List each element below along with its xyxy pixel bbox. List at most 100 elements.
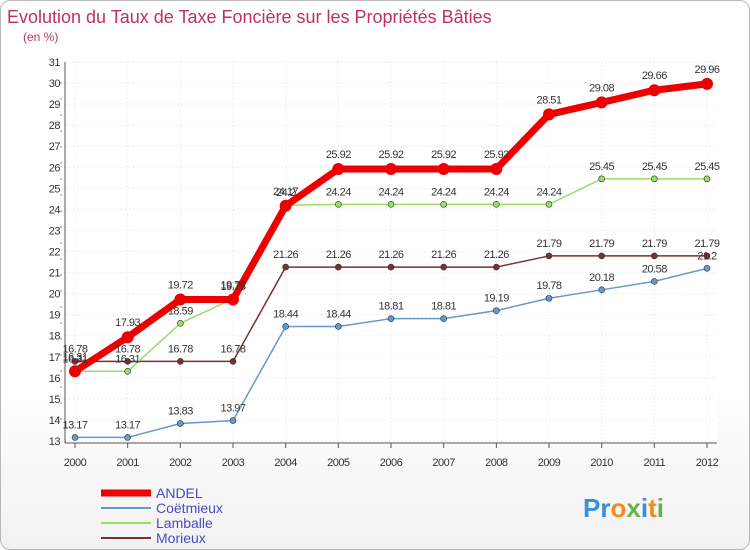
data-label-andel: 19.72 — [168, 280, 193, 292]
x-tick-label: 2003 — [222, 457, 245, 469]
data-label-co-tmieux: 18.44 — [326, 308, 351, 320]
logo-letter: o — [610, 493, 626, 523]
data-point-lamballe — [335, 201, 342, 208]
data-label-morieux: 16.78 — [62, 343, 87, 355]
data-point-andel — [437, 162, 450, 175]
data-label-andel: 25.92 — [431, 149, 456, 161]
y-tick-label: 17 — [49, 352, 61, 364]
y-tick-label: 23 — [49, 225, 61, 237]
data-label-lamballe: 25.45 — [589, 161, 614, 173]
legend-label-andel: ANDEL — [156, 485, 203, 501]
chart-title: Evolution du Taux de Taxe Foncière sur l… — [7, 7, 492, 27]
data-label-lamballe: 16.31 — [62, 353, 87, 365]
legend-label-co-tmieux: Coëtmieux — [156, 500, 223, 516]
data-label-co-tmieux: 13.83 — [168, 406, 193, 418]
legend-label-morieux: Morieux — [156, 530, 206, 546]
x-tick-label: 2002 — [169, 457, 192, 469]
x-tick-label: 2011 — [644, 457, 666, 469]
data-label-co-tmieux: 19.78 — [536, 280, 561, 292]
y-tick-label: 18 — [49, 331, 61, 343]
proxiti-logo: Proxiti — [583, 493, 664, 523]
data-label-lamballe: 24.2 — [276, 187, 296, 199]
data-label-morieux: 21.26 — [431, 249, 456, 261]
data-point-andel — [595, 96, 608, 109]
data-label-andel: 17.93 — [115, 317, 140, 329]
x-tick-label: 2012 — [696, 457, 719, 469]
data-point-co-tmieux — [124, 434, 131, 441]
y-tick-label: 31 — [49, 57, 61, 69]
data-label-co-tmieux: 18.44 — [273, 308, 298, 320]
data-point-andel — [174, 293, 187, 306]
y-tick-label: 28 — [49, 120, 61, 132]
data-label-morieux: 21.79 — [694, 238, 719, 250]
data-point-morieux — [651, 252, 658, 260]
series-lines — [69, 77, 713, 441]
grid — [65, 61, 717, 442]
data-label-lamballe: 24.24 — [484, 186, 509, 198]
logo-letter: t — [648, 493, 657, 523]
data-label-co-tmieux: 18.81 — [378, 301, 403, 313]
logo-letter: i — [657, 493, 664, 523]
data-label-lamballe: 25.45 — [694, 161, 719, 173]
y-tick-label: 14 — [49, 415, 61, 427]
data-point-co-tmieux — [651, 278, 658, 285]
data-labels: 13.17 13.17 13.83 13.97 18.44 18.44 18.81 18.81… — [62, 64, 720, 432]
data-label-morieux: 21.26 — [326, 249, 351, 261]
logo-letter: r — [600, 493, 610, 523]
data-point-morieux — [124, 358, 131, 365]
data-point-co-tmieux — [177, 420, 184, 427]
x-tick-label: 2005 — [327, 457, 350, 469]
x-tick-label: 2004 — [274, 457, 297, 469]
data-label-andel: 25.92 — [326, 149, 351, 161]
data-point-lamballe — [651, 175, 658, 183]
data-point-co-tmieux — [335, 323, 342, 330]
logo-letter: P — [583, 493, 600, 523]
y-tick-label: 21 — [49, 268, 61, 280]
data-point-andel — [332, 162, 345, 175]
x-tick-label: 2009 — [538, 457, 561, 469]
x-tick-label: 2007 — [432, 457, 455, 469]
data-point-lamballe — [545, 201, 553, 208]
data-point-lamballe — [440, 201, 447, 208]
data-label-co-tmieux: 21.2 — [697, 250, 717, 262]
data-label-lamballe: 18.59 — [168, 305, 193, 317]
data-label-lamballe: 19.75 — [220, 281, 245, 293]
data-label-andel: 19.72 — [220, 280, 245, 292]
x-tick-label: 2010 — [590, 457, 613, 469]
data-label-andel: 24.17 — [273, 186, 298, 198]
data-label-lamballe: 16.31 — [115, 353, 140, 365]
data-point-co-tmieux — [282, 323, 289, 330]
data-label-morieux: 21.79 — [589, 238, 614, 250]
data-point-morieux — [440, 263, 447, 271]
data-point-co-tmieux — [493, 307, 500, 314]
data-point-andel — [385, 162, 397, 175]
data-label-co-tmieux: 13.17 — [115, 419, 140, 431]
data-point-morieux — [177, 358, 184, 365]
data-label-co-tmieux: 18.81 — [431, 301, 456, 313]
data-label-andel: 28.51 — [536, 94, 561, 106]
x-tick-label: 2000 — [64, 457, 87, 469]
data-label-morieux: 21.26 — [484, 249, 509, 261]
data-label-andel: 25.92 — [484, 149, 509, 161]
x-tick-label: 2006 — [380, 457, 403, 469]
y-tick-label: 20 — [49, 289, 61, 301]
data-label-co-tmieux: 20.58 — [642, 263, 667, 275]
x-tick-label: 2008 — [485, 457, 508, 469]
data-point-morieux — [229, 358, 237, 365]
data-label-andel: 16.31 — [62, 351, 87, 363]
data-point-andel — [701, 77, 713, 90]
y-tick-label: 16 — [49, 373, 61, 385]
data-point-morieux — [282, 263, 289, 271]
y-tick-label: 22 — [49, 247, 61, 259]
data-label-morieux: 16.78 — [220, 343, 245, 355]
data-point-andel — [69, 365, 81, 378]
data-point-morieux — [335, 263, 342, 271]
data-point-morieux — [598, 252, 605, 260]
data-point-andel — [227, 293, 239, 306]
data-label-co-tmieux: 13.97 — [220, 403, 245, 415]
data-point-morieux — [71, 358, 79, 365]
data-label-co-tmieux: 19.19 — [484, 293, 509, 305]
unit-label: (en %) — [23, 30, 58, 44]
